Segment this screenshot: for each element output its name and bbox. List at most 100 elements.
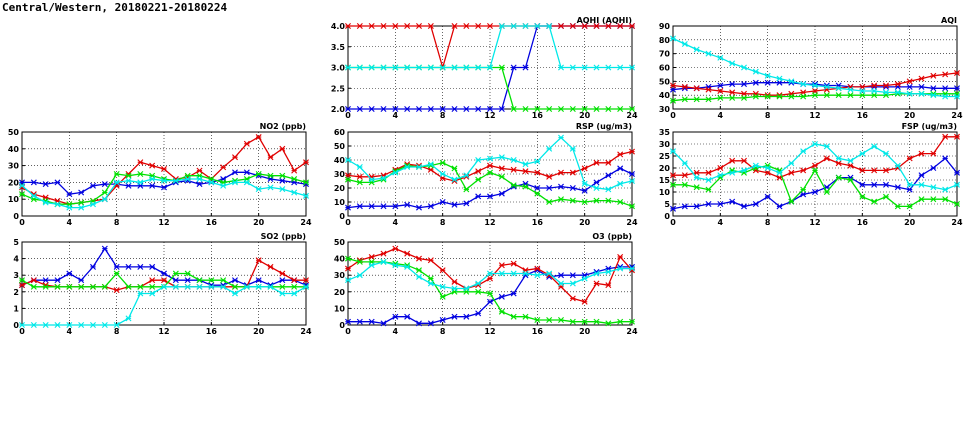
x-tick-label: 12 bbox=[809, 111, 820, 120]
data-point-marker bbox=[717, 88, 724, 95]
y-tick-label: 0 bbox=[339, 321, 345, 330]
data-point-marker bbox=[510, 290, 517, 297]
data-point-marker bbox=[149, 182, 156, 189]
data-point-marker bbox=[741, 157, 747, 164]
data-point-marker bbox=[404, 313, 411, 320]
data-point-marker bbox=[942, 186, 949, 193]
data-point-marker bbox=[487, 155, 493, 162]
data-point-marker bbox=[30, 322, 37, 328]
data-point-marker bbox=[906, 83, 913, 90]
data-point-marker bbox=[546, 23, 553, 29]
data-point-marker bbox=[906, 155, 913, 162]
data-point-marker bbox=[835, 174, 842, 181]
data-point-marker bbox=[475, 193, 482, 200]
data-point-marker bbox=[184, 270, 191, 277]
data-point-marker bbox=[510, 157, 517, 163]
x-tick-label: 20 bbox=[253, 218, 265, 227]
data-point-marker bbox=[534, 190, 541, 197]
data-point-marker bbox=[416, 267, 422, 274]
data-point-marker bbox=[812, 92, 818, 99]
data-point-marker bbox=[255, 186, 262, 193]
data-point-marker bbox=[717, 54, 724, 61]
data-point-marker bbox=[670, 181, 676, 188]
data-point-marker bbox=[593, 280, 600, 287]
data-point-marker bbox=[823, 189, 830, 195]
data-point-marker bbox=[835, 92, 842, 99]
data-point-marker bbox=[918, 90, 925, 97]
x-tick-label: 8 bbox=[114, 327, 120, 336]
data-point-marker bbox=[617, 165, 624, 172]
data-point-marker bbox=[279, 277, 286, 284]
x-tick-label: 16 bbox=[206, 218, 218, 227]
data-point-marker bbox=[451, 106, 458, 112]
data-point-marker bbox=[392, 262, 399, 269]
y-tick-label: 0 bbox=[13, 321, 19, 330]
data-point-marker bbox=[729, 198, 736, 205]
y-tick-label: 4.0 bbox=[331, 22, 346, 31]
data-point-marker bbox=[752, 79, 759, 86]
x-tick-label: 16 bbox=[857, 111, 869, 120]
data-point-marker bbox=[243, 140, 250, 147]
data-point-marker bbox=[752, 162, 759, 169]
data-point-marker bbox=[368, 318, 375, 325]
data-point-marker bbox=[232, 283, 238, 290]
data-point-marker bbox=[149, 176, 156, 183]
data-point-marker bbox=[380, 106, 387, 112]
data-point-marker bbox=[196, 167, 203, 174]
data-point-marker bbox=[279, 186, 286, 193]
y-tick-label: 4 bbox=[13, 255, 19, 264]
data-point-marker bbox=[681, 203, 688, 210]
series-green bbox=[345, 255, 635, 327]
data-point-marker bbox=[125, 177, 132, 184]
data-point-marker bbox=[451, 313, 458, 320]
data-point-marker bbox=[823, 92, 830, 99]
series-red bbox=[345, 245, 635, 305]
data-point-marker bbox=[54, 201, 61, 208]
data-point-marker bbox=[451, 23, 458, 29]
data-point-marker bbox=[558, 169, 564, 176]
data-point-marker bbox=[196, 283, 203, 290]
y-tick-label: 20 bbox=[659, 164, 671, 173]
data-point-marker bbox=[717, 94, 724, 101]
data-point-marker bbox=[558, 23, 564, 29]
data-point-marker bbox=[558, 106, 564, 112]
data-point-marker bbox=[380, 23, 387, 29]
x-tick-label: 4 bbox=[67, 327, 73, 336]
data-point-marker bbox=[172, 277, 179, 284]
data-point-marker bbox=[705, 86, 712, 93]
data-point-marker bbox=[279, 290, 286, 297]
data-point-marker bbox=[113, 171, 120, 177]
data-point-marker bbox=[534, 317, 541, 324]
x-tick-label: 4 bbox=[393, 218, 399, 227]
data-point-marker bbox=[255, 283, 262, 290]
data-point-marker bbox=[356, 179, 363, 186]
y-tick-label: 30 bbox=[659, 140, 671, 149]
data-point-marker bbox=[954, 70, 960, 77]
data-point-marker bbox=[764, 193, 771, 200]
x-tick-label: 0 bbox=[345, 218, 351, 227]
data-point-marker bbox=[617, 106, 624, 112]
data-point-marker bbox=[149, 283, 156, 290]
y-tick-label: 20 bbox=[8, 178, 20, 187]
data-point-marker bbox=[558, 196, 564, 203]
data-point-marker bbox=[705, 186, 712, 193]
data-point-marker bbox=[475, 168, 482, 175]
data-point-marker bbox=[629, 23, 635, 29]
data-point-marker bbox=[693, 184, 700, 191]
data-point-marker bbox=[871, 198, 878, 205]
data-point-marker bbox=[681, 172, 688, 179]
data-point-marker bbox=[161, 165, 167, 172]
x-tick-label: 8 bbox=[440, 218, 446, 227]
data-point-marker bbox=[847, 86, 854, 93]
y-tick-label: 90 bbox=[659, 22, 671, 31]
x-tick-label: 8 bbox=[440, 111, 446, 120]
data-point-marker bbox=[812, 189, 818, 195]
data-point-marker bbox=[510, 270, 517, 277]
data-point-marker bbox=[475, 176, 482, 183]
data-point-marker bbox=[113, 263, 120, 270]
aqi-chart: AQI 0 4 8 12 16 20 24 30 40 50 60 70 80 90 bbox=[659, 16, 963, 120]
data-point-marker bbox=[42, 277, 49, 284]
data-point-marker bbox=[172, 270, 179, 277]
data-point-marker bbox=[741, 167, 747, 174]
data-point-marker bbox=[942, 85, 949, 92]
